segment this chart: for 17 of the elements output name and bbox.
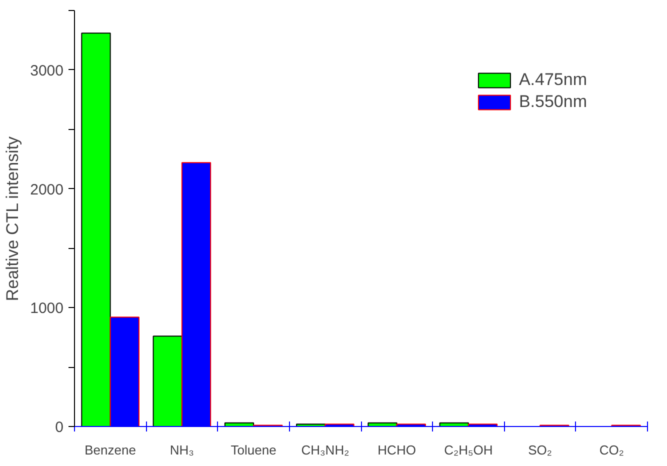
x-tick-label: C₂H₅OH: [444, 442, 493, 458]
y-axis-title: Realtive CTL intensity: [3, 136, 22, 302]
legend-label: B.550nm: [518, 92, 587, 112]
x-tick-label: Toluene: [230, 442, 276, 458]
x-tick-label: CO₂: [599, 442, 624, 458]
y-tick-label: 1000: [30, 300, 64, 318]
x-tick-label: Benzene: [84, 442, 136, 458]
x-tick-label: NH₃: [170, 442, 194, 458]
x-tick-label: SO₂: [528, 442, 552, 458]
x-tick-label: HCHO: [378, 442, 416, 458]
y-tick-label: 2000: [30, 181, 64, 198]
bar: [152, 336, 182, 426]
x-tick-label: CH₃NH₂: [301, 442, 350, 458]
bar: [81, 32, 111, 426]
y-tick-label: 0: [55, 419, 64, 436]
legend-label: A.475nm: [518, 70, 587, 90]
y-tick-label: 3000: [30, 62, 64, 80]
